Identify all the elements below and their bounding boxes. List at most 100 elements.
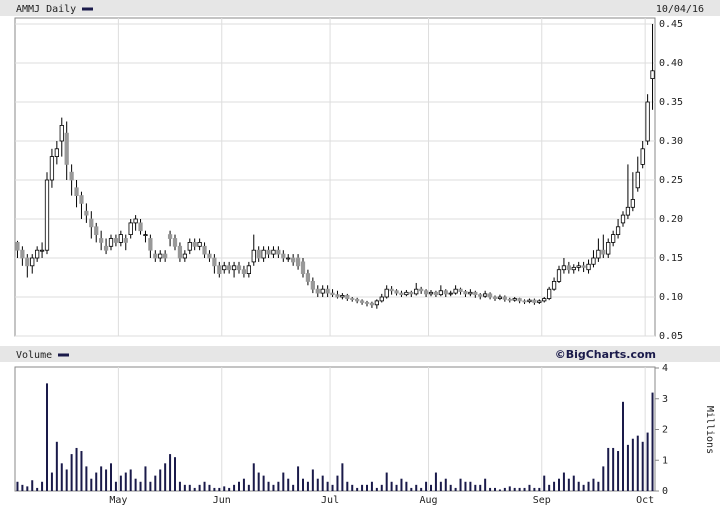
volume-bar (523, 487, 526, 491)
candle-body (64, 132, 69, 165)
volume-bar (144, 466, 147, 491)
candle-body (497, 296, 503, 299)
candle-body (551, 280, 557, 290)
candle-body (94, 226, 99, 236)
candle-body (492, 296, 498, 299)
candle-body (197, 241, 202, 247)
volume-bar (651, 392, 654, 491)
volume-bar (351, 484, 354, 491)
candle-body (118, 234, 123, 243)
candle-body (246, 265, 251, 274)
y-axis-label: Millions (704, 406, 715, 454)
x-tick-label: Sep (533, 495, 551, 506)
volume-bar (316, 478, 319, 491)
volume-bar (434, 472, 437, 491)
candle-body (399, 292, 404, 296)
volume-bar (562, 472, 565, 491)
volume-bar (129, 469, 132, 491)
y-tick-label: 1 (662, 455, 668, 466)
candle-body (650, 70, 655, 80)
volume-bar (302, 478, 304, 491)
candle-body (355, 298, 360, 302)
candle-body (645, 101, 650, 142)
candle-body (487, 293, 493, 298)
candle-body (448, 292, 453, 295)
candle-body (428, 291, 434, 295)
candle-body (507, 298, 512, 301)
candle-body (581, 265, 586, 268)
candle-body (310, 280, 315, 290)
y-tick-label: 0.45 (659, 19, 683, 30)
candle-body (266, 249, 271, 255)
candle-body (463, 291, 468, 295)
volume-bar (26, 486, 29, 491)
volume-bar (582, 484, 585, 491)
y-tick-label: 0.05 (659, 331, 683, 342)
volume-bar (100, 466, 103, 491)
candle-body (414, 288, 419, 295)
candle-body (547, 288, 552, 299)
volume-bar (110, 463, 112, 491)
candle-body (330, 292, 335, 296)
candle-body (99, 238, 104, 243)
x-tick-label: Aug (420, 495, 438, 506)
candle-body (295, 257, 301, 267)
volume-bar (272, 484, 275, 491)
candle-body (143, 234, 148, 237)
volume-bar (410, 487, 413, 491)
volume-bar (622, 401, 624, 491)
candle-body (177, 245, 183, 259)
volume-bar (277, 481, 280, 491)
candle-body (512, 298, 517, 301)
volume-bar (366, 484, 368, 491)
candle-body (261, 249, 266, 259)
x-tick-label: Jul (321, 495, 339, 506)
candle-body (59, 125, 64, 142)
candle-body (483, 293, 488, 297)
volume-bar (395, 484, 398, 491)
candle-body (271, 249, 276, 255)
volume-bar (267, 481, 270, 491)
candle-body (502, 296, 507, 300)
candle-body (438, 290, 443, 296)
y-tick-label: 0.10 (659, 292, 683, 303)
volume-bar (80, 451, 83, 491)
volume-bar (641, 441, 644, 491)
volume-bar (154, 475, 157, 491)
volume-bar (321, 475, 324, 491)
candle-body (49, 156, 55, 181)
volume-bar (646, 432, 649, 491)
candle-body (192, 241, 197, 247)
candle-body (202, 245, 207, 255)
candle-body (281, 253, 286, 259)
volume-bar (75, 447, 78, 491)
volume-bar (331, 484, 334, 491)
candle-body (566, 265, 571, 271)
volume-bar (400, 478, 403, 491)
volume-bar (287, 478, 290, 491)
volume-bar (159, 469, 162, 491)
candle-body (251, 249, 256, 263)
candle-body (89, 218, 94, 228)
volume-bar (375, 487, 378, 491)
candle-body (453, 288, 458, 294)
volume-bar (543, 475, 546, 491)
candle-body (128, 222, 133, 235)
candle-body (256, 249, 261, 259)
candle-body (276, 249, 281, 255)
volume-bar (469, 481, 472, 491)
volume-bar (174, 457, 176, 491)
volume-bar (498, 489, 501, 491)
candle-body (113, 238, 119, 243)
volume-bar (139, 481, 142, 491)
volume-bar (612, 447, 615, 491)
volume-bar (385, 472, 388, 491)
candle-body (315, 288, 320, 294)
y-tick-label: 2 (662, 425, 668, 436)
candle-body (39, 249, 45, 252)
volume-bar (203, 481, 206, 491)
candle-body (468, 291, 473, 295)
candle-body (606, 241, 611, 255)
volume-bar (420, 487, 423, 491)
volume-bar (346, 481, 349, 491)
